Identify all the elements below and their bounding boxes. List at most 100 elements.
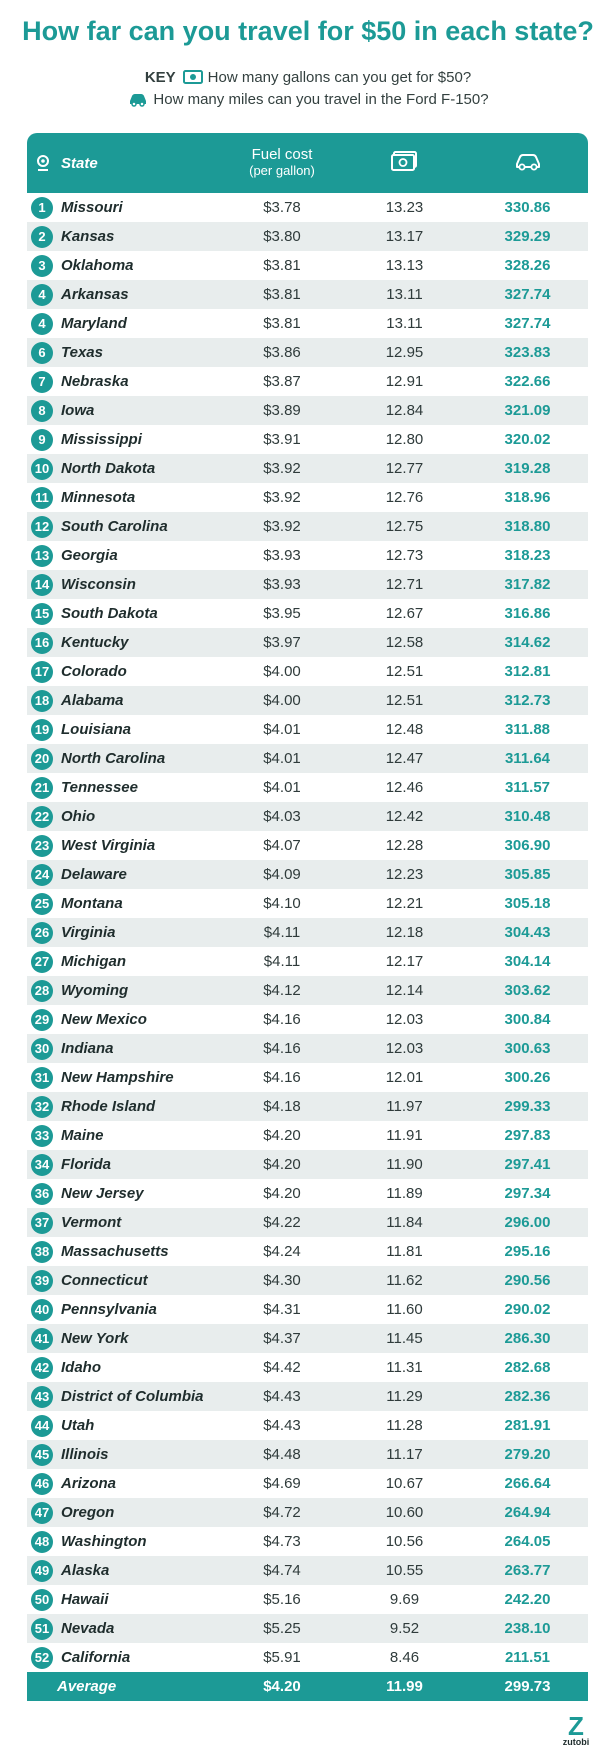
table-row: 52 California $5.91 8.46 211.51 <box>27 1643 588 1672</box>
table-row: 1 Missouri $3.78 13.23 330.86 <box>27 193 588 222</box>
fuel-cost-cell: $4.09 <box>263 866 301 883</box>
state-name: Michigan <box>61 953 127 970</box>
state-cell: 11 Minnesota <box>27 486 222 509</box>
fuel-cost-cell: $4.11 <box>263 924 301 941</box>
state-cell: 46 Arizona <box>27 1472 222 1495</box>
gallons-cell: 12.58 <box>385 634 424 651</box>
miles-cell: 281.91 <box>504 1417 551 1434</box>
miles-cell: 318.96 <box>504 489 551 506</box>
rank-badge: 4 <box>31 312 53 335</box>
fuel-cost-cell: $4.18 <box>263 1098 301 1115</box>
money-bill-icon <box>182 69 204 85</box>
gallons-cell: 11.89 <box>386 1185 423 1202</box>
table-row: 3 Oklahoma $3.81 13.13 328.26 <box>27 251 588 280</box>
rank-badge: 51 <box>31 1617 53 1640</box>
rank-badge: 29 <box>31 1008 53 1031</box>
gallons-cell: 13.17 <box>385 228 424 245</box>
fuel-cost-cell: $3.86 <box>263 344 301 361</box>
state-name: New Mexico <box>61 1011 147 1028</box>
state-cell: 3 Oklahoma <box>27 254 222 277</box>
fuel-cost-cell: $4.16 <box>263 1069 301 1086</box>
miles-cell: 266.64 <box>504 1475 551 1492</box>
miles-cell: 314.62 <box>504 634 551 651</box>
fuel-cost-cell: $3.80 <box>263 228 301 245</box>
fuel-cost-cell: $3.78 <box>263 199 301 216</box>
rank-badge: 19 <box>31 718 53 741</box>
table-row: 38 Massachusetts $4.24 11.81 295.16 <box>27 1237 588 1266</box>
state-cell: 14 Wisconsin <box>27 573 222 596</box>
table-row: 12 South Carolina $3.92 12.75 318.80 <box>27 512 588 541</box>
gallons-cell: 12.17 <box>385 953 424 970</box>
fuel-cost-cell: $4.43 <box>263 1417 301 1434</box>
key-label: KEY <box>144 68 176 86</box>
fuel-cost-cell: $3.95 <box>263 605 301 622</box>
gallons-cell: 12.42 <box>385 808 424 825</box>
gallons-cell: 11.60 <box>386 1301 423 1318</box>
state-name: Minnesota <box>61 489 136 506</box>
rank-badge: 49 <box>31 1559 53 1582</box>
table-row: 43 District of Columbia $4.43 11.29 282.36 <box>27 1382 588 1411</box>
state-cell: 20 North Carolina <box>27 747 222 770</box>
gallons-cell: 11.45 <box>386 1330 423 1347</box>
fuel-cost-cell: $4.30 <box>263 1272 301 1289</box>
gallons-cell: 13.11 <box>386 315 423 332</box>
state-name: Florida <box>61 1156 112 1173</box>
table-row: 22 Ohio $4.03 12.42 310.48 <box>27 802 588 831</box>
state-cell: 40 Pennsylvania <box>27 1298 222 1321</box>
rank-badge: 17 <box>31 660 53 683</box>
gallons-cell: 12.48 <box>385 721 424 738</box>
table-row: 25 Montana $4.10 12.21 305.18 <box>27 889 588 918</box>
state-cell: 39 Connecticut <box>27 1269 222 1292</box>
table-row: 6 Texas $3.86 12.95 323.83 <box>27 338 588 367</box>
miles-cell: 306.90 <box>504 837 551 854</box>
table-row: 44 Utah $4.43 11.28 281.91 <box>27 1411 588 1440</box>
table-row: 30 Indiana $4.16 12.03 300.63 <box>27 1034 588 1063</box>
miles-cell: 279.20 <box>504 1446 551 1463</box>
gallons-cell: 12.46 <box>385 779 424 796</box>
state-cell: 31 New Hampshire <box>27 1066 222 1089</box>
state-name: Maine <box>61 1127 104 1144</box>
state-name: Louisiana <box>61 721 132 738</box>
rank-badge: 16 <box>31 631 53 654</box>
state-name: California <box>61 1649 131 1666</box>
state-name: Arkansas <box>61 286 129 303</box>
state-name: Utah <box>61 1417 95 1434</box>
state-name: New Hampshire <box>61 1069 174 1086</box>
table-row: 23 West Virginia $4.07 12.28 306.90 <box>27 831 588 860</box>
state-name: Maryland <box>61 315 127 332</box>
gallons-cell: 11.90 <box>386 1156 423 1173</box>
state-cell: 15 South Dakota <box>27 602 222 625</box>
state-name: Tennessee <box>61 779 138 796</box>
miles-cell: 327.74 <box>504 286 551 303</box>
gallons-cell: 12.67 <box>385 605 424 622</box>
gallons-cell: 12.21 <box>385 895 424 912</box>
fuel-cost-cell: $3.93 <box>263 576 301 593</box>
fuel-table: State Fuel cost (per gallon) 1 Missouri $3… <box>27 133 588 1701</box>
state-cell: 49 Alaska <box>27 1559 222 1582</box>
rank-badge: 22 <box>31 805 53 828</box>
rank-badge: 42 <box>31 1356 53 1379</box>
rank-badge: 45 <box>31 1443 53 1466</box>
state-name: Wyoming <box>61 982 129 999</box>
fuel-cost-cell: $4.11 <box>263 953 301 970</box>
gallons-cell: 11.97 <box>386 1098 423 1115</box>
fuel-cost-cell: $4.72 <box>263 1504 301 1521</box>
average-label: Average <box>57 1678 117 1695</box>
miles-cell: 238.10 <box>504 1620 551 1637</box>
fuel-cost-cell: $4.00 <box>263 692 301 709</box>
gallons-cell: 11.84 <box>386 1214 423 1231</box>
header-fuel-cost-label: Fuel cost <box>251 146 313 163</box>
state-name: Kansas <box>61 228 115 245</box>
state-cell: 48 Washington <box>27 1530 222 1553</box>
miles-cell: 329.29 <box>504 228 551 245</box>
rank-badge: 15 <box>31 602 53 625</box>
average-cost: $4.20 <box>263 1678 301 1695</box>
state-cell: 6 Texas <box>27 341 222 364</box>
zutobi-logo: Z zutobi <box>556 1713 596 1747</box>
fuel-cost-cell: $3.89 <box>263 402 301 419</box>
fuel-cost-cell: $4.42 <box>263 1359 301 1376</box>
fuel-cost-cell: $4.69 <box>263 1475 301 1492</box>
page-title: How far can you travel for $50 in each s… <box>22 16 594 46</box>
header-fuel-cost: Fuel cost (per gallon) <box>222 147 342 179</box>
rank-badge: 13 <box>31 544 53 567</box>
